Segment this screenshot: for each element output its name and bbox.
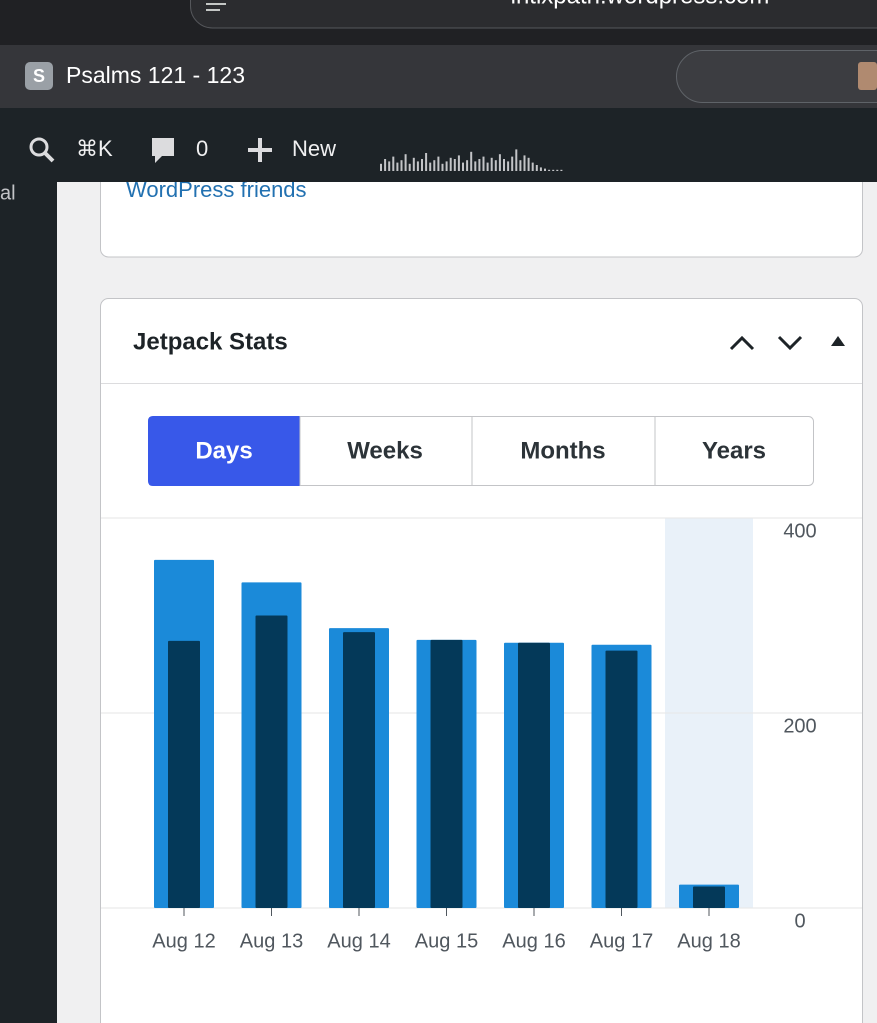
sparkline-bar xyxy=(494,160,497,171)
x-tick-label: Aug 13 xyxy=(240,930,303,952)
sparkline-bar xyxy=(396,162,399,171)
sparkline-bar xyxy=(425,153,428,171)
sparkline-bar xyxy=(535,165,538,171)
x-tick-label: Aug 16 xyxy=(502,930,565,952)
sparkline-bar xyxy=(511,156,514,171)
plus-icon xyxy=(248,138,272,162)
sparkline-bar xyxy=(515,149,518,171)
y-tick-label: 400 xyxy=(783,520,816,542)
sparkline-bar xyxy=(498,154,501,171)
favicon-letter: S xyxy=(33,66,45,86)
bar xyxy=(168,640,200,908)
bar xyxy=(255,615,288,908)
avatar[interactable] xyxy=(858,62,877,90)
card-title: Jetpack Stats xyxy=(133,328,288,355)
sparkline-bar xyxy=(449,157,452,171)
move-down[interactable] xyxy=(777,335,803,351)
bar xyxy=(693,886,725,908)
sparkline-bar xyxy=(416,161,419,171)
sparkline-bar xyxy=(523,155,526,171)
tab[interactable]: Years xyxy=(702,437,766,464)
sparkline-bar xyxy=(503,159,505,171)
sparkline-bar xyxy=(466,160,469,171)
toggle[interactable] xyxy=(831,336,845,346)
sparkline-bar xyxy=(453,159,456,171)
sparkline-bar xyxy=(539,167,542,171)
sparkline-bar xyxy=(470,151,473,171)
x-tick-label: Aug 12 xyxy=(152,930,215,952)
sparkline-bar xyxy=(462,162,464,171)
sparkline-bar xyxy=(478,159,481,171)
sparkline-bar xyxy=(531,162,534,171)
sparkline[interactable] xyxy=(380,149,563,171)
sparkline-bar xyxy=(408,163,411,171)
address-bar[interactable] xyxy=(190,0,877,29)
sparkline-bar xyxy=(457,155,460,171)
sparkline-bar xyxy=(552,169,555,171)
sparkline-bar xyxy=(388,161,391,171)
site-icon xyxy=(206,3,226,11)
x-tick-label: Aug 15 xyxy=(415,930,478,952)
comment-count[interactable]: 0 xyxy=(196,136,208,161)
sparkline-bar xyxy=(527,157,530,171)
sparkline-bar xyxy=(380,163,382,171)
x-tick-label: Aug 14 xyxy=(327,930,390,952)
sparkline-bar xyxy=(404,154,407,171)
sparkline-bar xyxy=(384,159,387,171)
favicon xyxy=(25,62,53,90)
y-tick-label: 200 xyxy=(783,715,816,737)
sidebar-item[interactable]: al xyxy=(0,182,16,204)
shortcut: ⌘K xyxy=(76,136,113,161)
y-tick-label: 0 xyxy=(794,910,805,932)
sparkline-bar xyxy=(433,160,436,171)
new-button[interactable]: New xyxy=(292,136,336,161)
sparkline-bar xyxy=(437,156,440,171)
search-pill[interactable] xyxy=(676,50,877,103)
bar xyxy=(430,639,463,908)
search-icon[interactable] xyxy=(29,137,49,157)
sparkline-bar xyxy=(507,161,510,171)
sparkline-bar xyxy=(400,160,403,171)
search-icon-handle xyxy=(43,151,55,163)
chart: 0 200 400 Aug 12 Aug 13 Aug 14 Aug 15 Aug 16 Aug… xyxy=(101,517,862,952)
sparkline-bar xyxy=(544,168,546,171)
tab-title[interactable]: Psalms 121 - 123 xyxy=(66,62,245,88)
comment-icon[interactable] xyxy=(152,138,174,163)
tab[interactable]: Months xyxy=(520,437,605,464)
sparkline-bar xyxy=(412,157,415,171)
sparkline-bar xyxy=(429,162,432,171)
sparkline-bar xyxy=(392,156,395,171)
tab[interactable]: Days xyxy=(195,437,252,464)
sparkline-bar xyxy=(486,162,489,171)
move-up[interactable] xyxy=(729,335,755,351)
sparkline-bar xyxy=(519,160,522,171)
x-tick-label: Aug 17 xyxy=(590,930,653,952)
bar xyxy=(343,632,375,908)
sparkline-bar xyxy=(548,169,551,171)
sidebar xyxy=(0,182,57,1023)
bar xyxy=(605,650,638,908)
sparkline-bar xyxy=(490,157,493,171)
tab-active xyxy=(148,416,300,486)
sparkline-bar xyxy=(441,163,444,171)
x-tick-label: Aug 18 xyxy=(677,930,740,952)
sparkline-bar xyxy=(421,159,423,171)
bar xyxy=(518,642,550,908)
tab[interactable]: Weeks xyxy=(347,437,423,464)
sparkline-bar xyxy=(560,169,563,171)
sparkline-bar xyxy=(482,156,485,171)
sparkline-bar xyxy=(445,161,448,171)
sparkline-bar xyxy=(474,161,477,171)
url: intlxpath.wordpress.com xyxy=(511,0,770,9)
sparkline-bar xyxy=(556,169,559,171)
